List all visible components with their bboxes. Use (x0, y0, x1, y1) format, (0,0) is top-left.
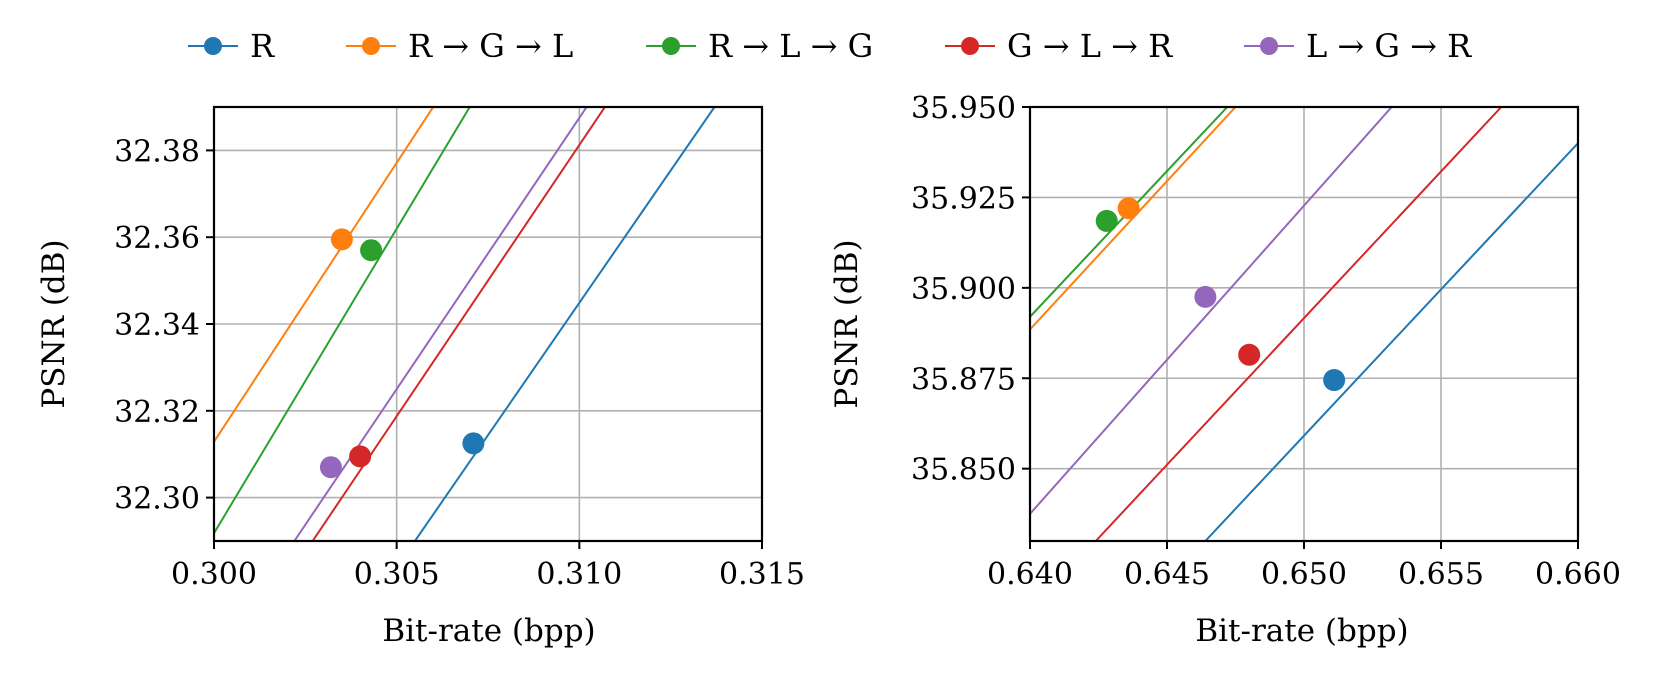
legend-entry-r-g-l: R → G → L (346, 27, 573, 65)
legend-entry-r-l-g: R → L → G (646, 27, 873, 65)
right-point-r-g-l (1117, 197, 1140, 220)
legend-marker-l-g-r (1260, 37, 1278, 55)
legend-entry-l-g-r: L → G → R (1244, 27, 1472, 65)
left-line-r (414, 107, 716, 541)
left-x-axis-label: Bit-rate (bpp) (382, 613, 595, 649)
legend-label-g-l-r: G → L → R (1007, 27, 1173, 65)
right-y-tick-label-3: 35.925 (911, 181, 1016, 216)
right-x-tick-label-3: 0.655 (1398, 557, 1484, 592)
legend-label-r-l-g: R → L → G (708, 27, 873, 65)
left-line-g-l-r (311, 107, 606, 541)
legend-entry-g-l-r: G → L → R (945, 27, 1173, 65)
right-chart-panel: 0.640 0.645 0.650 0.655 0.660 35.850 35.875 35.… (911, 91, 1621, 592)
right-y-tick-label-4: 35.950 (911, 91, 1016, 126)
right-line-l-g-r (1030, 107, 1393, 515)
left-point-l-g-r (319, 456, 342, 479)
right-line-g-l-r (1095, 107, 1503, 541)
legend-label-r: R (250, 27, 275, 65)
legend-label-l-g-r: L → G → R (1306, 27, 1472, 65)
left-line-l-g-r (293, 107, 588, 541)
left-chart-panel: 0.300 0.305 0.310 0.315 32.30 32.32 32.34 32.36… (114, 105, 805, 592)
right-point-r-l-g (1095, 209, 1118, 232)
right-x-tick-label-0: 0.640 (987, 557, 1073, 592)
right-x-axis-label: Bit-rate (bpp) (1195, 613, 1408, 649)
left-point-r (462, 432, 485, 455)
left-point-r-g-l (330, 228, 353, 251)
left-y-axis-label: PSNR (dB) (36, 239, 72, 408)
left-x-tick-label-3: 0.315 (719, 557, 805, 592)
right-y-tick-label-0: 35.850 (911, 453, 1016, 488)
right-y-tick-label-2: 35.900 (911, 272, 1016, 307)
left-x-tick-label-0: 0.300 (171, 557, 257, 592)
right-point-g-l-r (1238, 343, 1261, 366)
left-y-tick-label-0: 32.30 (114, 482, 200, 517)
legend-marker-r (204, 37, 222, 55)
left-series-lines (214, 107, 716, 541)
left-point-r-l-g (360, 239, 383, 262)
legend-label-r-g-l: R → G → L (408, 27, 573, 65)
left-x-tick-label-2: 0.310 (536, 557, 622, 592)
right-x-tick-label-2: 0.650 (1261, 557, 1347, 592)
right-y-axis-label: PSNR (dB) (829, 239, 865, 408)
left-y-tick-label-2: 32.34 (114, 308, 200, 343)
legend-marker-r-l-g (662, 37, 680, 55)
right-x-tick-label-4: 0.660 (1535, 557, 1621, 592)
left-y-tick-label-4: 32.38 (114, 134, 200, 169)
left-y-tick-label-3: 32.36 (114, 221, 200, 256)
left-line-r-g-l (214, 107, 435, 444)
left-x-tick-label-1: 0.305 (354, 557, 440, 592)
legend-marker-g-l-r (961, 37, 979, 55)
legend-marker-r-g-l (362, 37, 380, 55)
right-point-r (1323, 369, 1346, 392)
legend: R R → G → L R → L → G G → L → R L → G → … (188, 27, 1472, 65)
left-line-r-l-g (214, 107, 471, 536)
right-x-tick-label-1: 0.645 (1124, 557, 1210, 592)
left-y-tick-label-1: 32.32 (114, 395, 200, 430)
right-line-r (1204, 142, 1578, 541)
legend-entry-r: R (188, 27, 275, 65)
right-y-tick-label-1: 35.875 (911, 362, 1016, 397)
right-point-l-g-r (1194, 285, 1217, 308)
left-point-g-l-r (349, 445, 372, 468)
